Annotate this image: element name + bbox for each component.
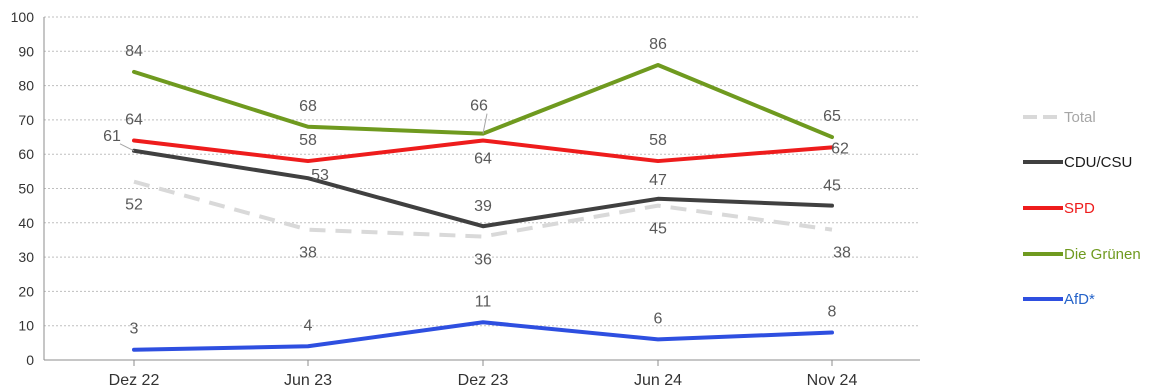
grid-layer (44, 16, 920, 327)
series-line-spd (132, 138, 834, 164)
data-label: 58 (649, 132, 667, 149)
data-label: 66 (470, 98, 488, 115)
legend: Total CDU/CSU SPD Die Grünen AfD* (1023, 109, 1141, 308)
data-label: 58 (299, 132, 317, 149)
series-line-cdu-csu (132, 148, 834, 229)
data-label: 61 (103, 128, 121, 145)
data-label: 11 (475, 293, 492, 310)
y-tick-label: 70 (18, 112, 34, 128)
series-line-afd- (132, 320, 834, 352)
data-label: 39 (474, 198, 492, 215)
x-tick-label: Dez 23 (458, 372, 509, 389)
data-label: 4 (304, 317, 313, 334)
data-label: 3 (130, 321, 139, 338)
data-label: 68 (299, 98, 317, 115)
leader-line (482, 113, 488, 134)
data-label: 38 (299, 245, 317, 262)
data-label: 45 (649, 221, 667, 238)
y-tick-label: 0 (26, 352, 34, 368)
x-tick-label: Jun 24 (634, 372, 682, 389)
data-label: 64 (474, 150, 492, 167)
legend-label: Total (1064, 109, 1096, 126)
y-tick-label: 30 (18, 249, 34, 265)
data-label: 47 (649, 172, 667, 189)
data-label: 65 (823, 108, 841, 125)
data-label: 62 (831, 140, 849, 157)
y-tick-label: 20 (18, 283, 34, 299)
data-label: 8 (828, 304, 837, 321)
y-tick-label: 50 (18, 181, 34, 197)
legend-label: CDU/CSU (1064, 154, 1132, 171)
y-tick-label: 100 (11, 9, 35, 25)
x-tick-label: Dez 22 (109, 372, 160, 389)
data-label: 45 (823, 178, 841, 195)
data-label: 64 (125, 111, 143, 128)
legend-label: AfD* (1064, 291, 1095, 308)
leader-line (119, 143, 135, 152)
y-tick-label: 10 (18, 318, 34, 334)
axis-layer: 0 10 20 30 40 50 60 70 80 90 100 Dez 22 Jun 23 Dez 23… (11, 9, 920, 389)
data-label: 53 (311, 167, 329, 184)
y-tick-label: 40 (18, 215, 34, 231)
y-tick-label: 80 (18, 78, 34, 94)
y-tick-label: 90 (18, 43, 34, 59)
data-label: 6 (654, 310, 663, 327)
data-label: 52 (125, 197, 143, 214)
x-tick-label: Nov 24 (807, 372, 858, 389)
data-label: 38 (833, 245, 851, 262)
data-label: 84 (125, 43, 143, 60)
x-tick-label: Jun 23 (284, 372, 332, 389)
data-label: 86 (649, 36, 667, 53)
legend-label: SPD (1064, 200, 1095, 217)
legend-label: Die Grünen (1064, 246, 1141, 263)
data-label: 36 (474, 252, 492, 269)
y-tick-label: 60 (18, 146, 34, 162)
